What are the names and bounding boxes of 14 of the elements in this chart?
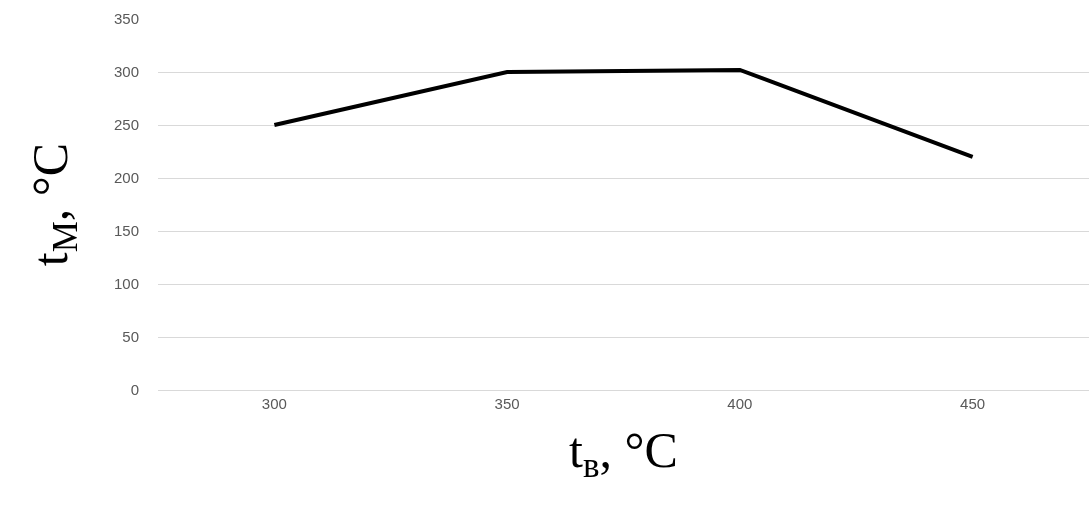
x-tick-label: 450 [960, 395, 986, 412]
x-tick-label: 400 [727, 395, 753, 412]
line-series [272, 67, 975, 159]
y-tick-label: 0 [130, 381, 139, 399]
x-axis-title: t$_{в}$, °C [569, 421, 678, 485]
y-tick-label: 50 [122, 328, 139, 346]
x-tick-label: 350 [494, 395, 520, 412]
y-tick-label: 300 [113, 63, 139, 81]
y-tick-label: 100 [113, 275, 139, 293]
y-tick-label: 150 [113, 222, 139, 240]
y-tick-label: 250 [113, 116, 139, 134]
y-tick-label: 200 [113, 169, 139, 187]
x-tick-label: 300 [261, 395, 287, 412]
y-tick-label: 350 [113, 10, 139, 28]
